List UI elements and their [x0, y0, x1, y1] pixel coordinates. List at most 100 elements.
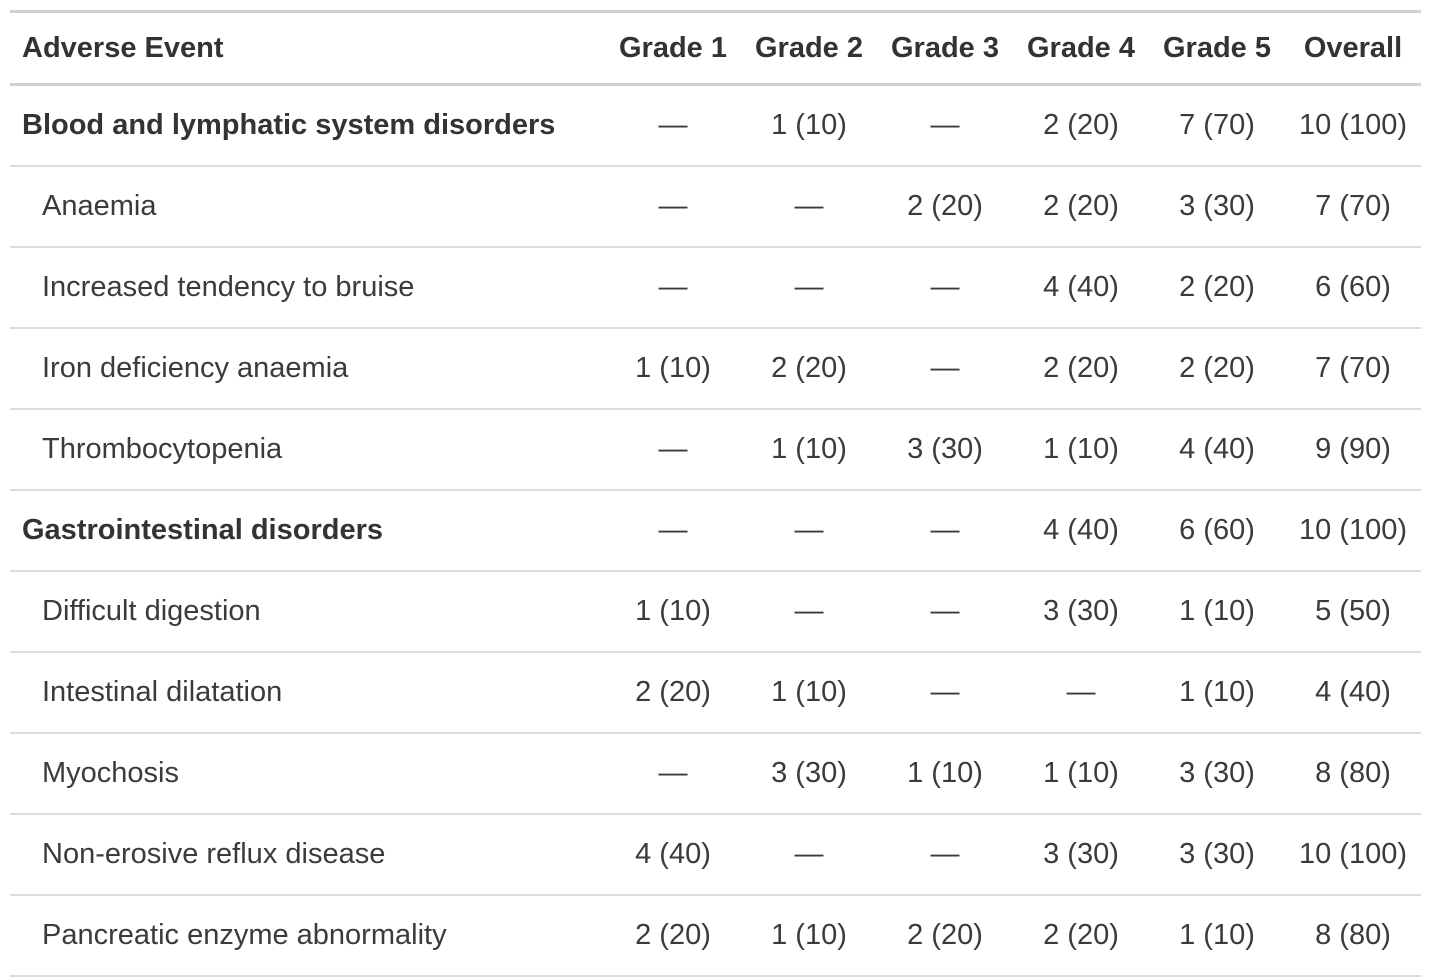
- count-cell: 1 (10): [907, 757, 983, 789]
- count-cell: —: [930, 838, 960, 870]
- count-cell: 2 (20): [907, 919, 983, 951]
- count-cell: 3 (30): [1043, 595, 1119, 627]
- event-row: Increased tendency to bruise — — — 4 (40) 2 (…: [10, 247, 1421, 328]
- count-cell: 9 (90): [1315, 433, 1391, 465]
- count-cell: —: [658, 271, 688, 303]
- table-header: Adverse Event Grade 1 Grade 2 Grade 3 Gr…: [10, 11, 1421, 85]
- count-cell: 2 (20): [635, 676, 711, 708]
- count-cell: —: [658, 433, 688, 465]
- event-row: Non-erosive reflux disease 4 (40) — — 3 (30)…: [10, 814, 1421, 895]
- count-cell: 10 (100): [1298, 838, 1407, 870]
- adverse-event-label: Increased tendency to bruise: [42, 271, 415, 303]
- count-cell: —: [794, 514, 824, 546]
- count-cell: 6 (60): [1315, 271, 1391, 303]
- count-cell: 8 (80): [1315, 919, 1391, 951]
- count-cell: —: [1066, 676, 1096, 708]
- count-cell: —: [930, 676, 960, 708]
- column-header-adverse-event: Adverse Event: [22, 31, 224, 64]
- count-cell: 2 (20): [1179, 271, 1255, 303]
- count-cell: 3 (30): [771, 757, 847, 789]
- count-cell: 1 (10): [771, 109, 847, 141]
- count-cell: 1 (10): [1179, 919, 1255, 951]
- count-cell: —: [794, 190, 824, 222]
- adverse-event-label: Anaemia: [42, 190, 157, 222]
- column-header-grade-2: Grade 2: [755, 31, 863, 64]
- count-cell: 4 (40): [1043, 271, 1119, 303]
- column-header-grade-1: Grade 1: [619, 31, 727, 64]
- count-cell: 8 (80): [1315, 757, 1391, 789]
- adverse-event-label: Thrombocytopenia: [42, 433, 283, 465]
- column-header-overall: Overall: [1303, 31, 1403, 64]
- count-cell: 2 (20): [1043, 109, 1119, 141]
- count-cell: —: [794, 271, 824, 303]
- event-row: Anaemia — — 2 (20) 2 (20) 3 (30) 7 (70): [10, 166, 1421, 247]
- count-cell: 2 (20): [1043, 919, 1119, 951]
- table-body: Blood and lymphatic system disorders — 1 (…: [10, 85, 1421, 976]
- event-row: Myochosis — 3 (30) 1 (10) 1 (10) 3 (30) 8 (80): [10, 733, 1421, 814]
- adverse-event-label: Intestinal dilatation: [42, 676, 283, 708]
- count-cell: 6 (60): [1179, 514, 1255, 546]
- count-cell: 4 (40): [1043, 514, 1119, 546]
- adverse-event-label: Pancreatic enzyme abnormality: [42, 919, 447, 951]
- count-cell: —: [658, 514, 688, 546]
- count-cell: —: [794, 595, 824, 627]
- adverse-event-label: Non-erosive reflux disease: [42, 838, 386, 870]
- count-cell: —: [930, 271, 960, 303]
- count-cell: 10 (100): [1298, 514, 1407, 546]
- event-row: Iron deficiency anaemia 1 (10) 2 (20) — 2 (2…: [10, 328, 1421, 409]
- count-cell: 1 (10): [1179, 595, 1255, 627]
- category-row: Gastrointestinal disorders — — — 4 (40) 6 (60…: [10, 490, 1421, 571]
- count-cell: —: [930, 109, 960, 141]
- column-header-grade-4: Grade 4: [1027, 31, 1135, 64]
- count-cell: —: [930, 514, 960, 546]
- column-header-grade-3: Grade 3: [891, 31, 999, 64]
- count-cell: 7 (70): [1315, 352, 1391, 384]
- event-row: Pancreatic enzyme abnormality 2 (20) 1 (10…: [10, 895, 1421, 976]
- adverse-events-table-container: Adverse Event Grade 1 Grade 2 Grade 3 Gr…: [10, 10, 1421, 977]
- count-cell: 1 (10): [1179, 676, 1255, 708]
- count-cell: 2 (20): [1179, 352, 1255, 384]
- count-cell: 1 (10): [771, 676, 847, 708]
- count-cell: 4 (40): [1179, 433, 1255, 465]
- count-cell: 5 (50): [1315, 595, 1391, 627]
- count-cell: 2 (20): [771, 352, 847, 384]
- count-cell: 2 (20): [635, 919, 711, 951]
- count-cell: 4 (40): [1315, 676, 1391, 708]
- count-cell: —: [930, 352, 960, 384]
- count-cell: 3 (30): [1043, 838, 1119, 870]
- count-cell: —: [658, 757, 688, 789]
- header-row: Adverse Event Grade 1 Grade 2 Grade 3 Gr…: [10, 11, 1421, 85]
- count-cell: —: [794, 838, 824, 870]
- count-cell: 2 (20): [1043, 352, 1119, 384]
- column-header-grade-5: Grade 5: [1163, 31, 1271, 64]
- count-cell: 7 (70): [1179, 109, 1255, 141]
- adverse-event-label: Difficult digestion: [42, 595, 261, 627]
- count-cell: 1 (10): [771, 919, 847, 951]
- adverse-event-label: Blood and lymphatic system disorders: [22, 109, 556, 141]
- adverse-events-table: Adverse Event Grade 1 Grade 2 Grade 3 Gr…: [10, 10, 1421, 977]
- count-cell: 1 (10): [635, 352, 711, 384]
- adverse-event-label: Gastrointestinal disorders: [22, 514, 383, 546]
- count-cell: 3 (30): [1179, 190, 1255, 222]
- count-cell: 1 (10): [1043, 433, 1119, 465]
- count-cell: —: [658, 109, 688, 141]
- count-cell: 3 (30): [1179, 757, 1255, 789]
- count-cell: 1 (10): [771, 433, 847, 465]
- count-cell: —: [930, 595, 960, 627]
- count-cell: 2 (20): [907, 190, 983, 222]
- count-cell: 1 (10): [1043, 757, 1119, 789]
- count-cell: 7 (70): [1315, 190, 1391, 222]
- event-row: Thrombocytopenia — 1 (10) 3 (30) 1 (10) 4 (40…: [10, 409, 1421, 490]
- event-row: Difficult digestion 1 (10) — — 3 (30) 1 (10) 5…: [10, 571, 1421, 652]
- count-cell: 10 (100): [1298, 109, 1407, 141]
- count-cell: 4 (40): [635, 838, 711, 870]
- count-cell: 3 (30): [1179, 838, 1255, 870]
- adverse-event-label: Myochosis: [42, 757, 179, 789]
- adverse-event-label: Iron deficiency anaemia: [42, 352, 349, 384]
- count-cell: 2 (20): [1043, 190, 1119, 222]
- count-cell: 3 (30): [907, 433, 983, 465]
- count-cell: —: [658, 190, 688, 222]
- event-row: Intestinal dilatation 2 (20) 1 (10) — — 1 (10…: [10, 652, 1421, 733]
- category-row: Blood and lymphatic system disorders — 1 (…: [10, 85, 1421, 166]
- count-cell: 1 (10): [635, 595, 711, 627]
